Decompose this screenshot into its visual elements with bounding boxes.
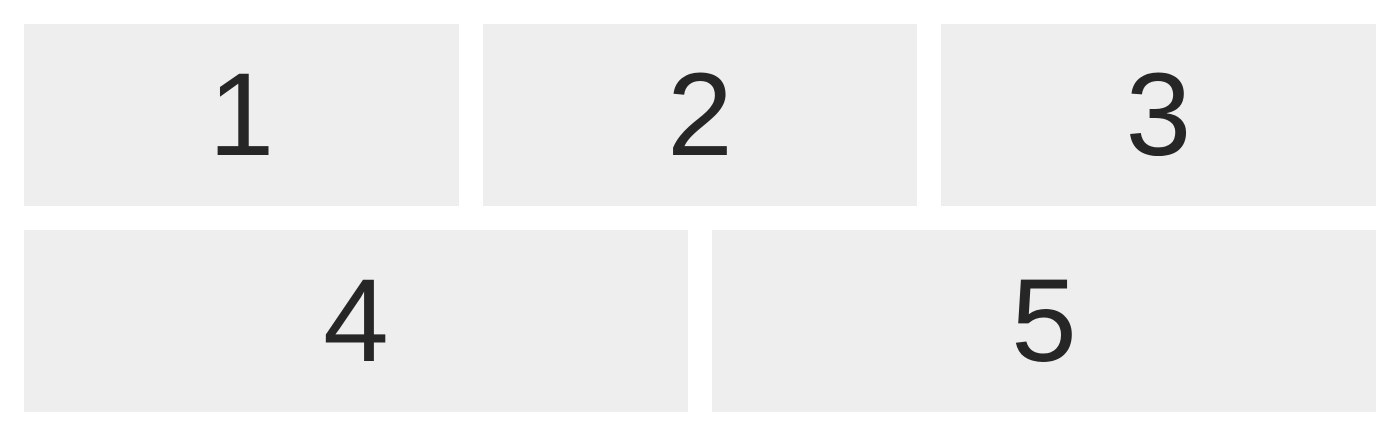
tile-1-label: 1 <box>208 49 275 181</box>
tile-1: 1 <box>24 24 459 206</box>
tile-3: 3 <box>941 24 1376 206</box>
tile-4-label: 4 <box>323 255 389 387</box>
tile-5-label: 5 <box>1011 255 1077 387</box>
tile-5: 5 <box>712 230 1376 412</box>
tile-2: 2 <box>483 24 917 206</box>
tile-4: 4 <box>24 230 688 412</box>
tile-3-label: 3 <box>1125 49 1192 181</box>
tile-2-label: 2 <box>667 49 733 181</box>
